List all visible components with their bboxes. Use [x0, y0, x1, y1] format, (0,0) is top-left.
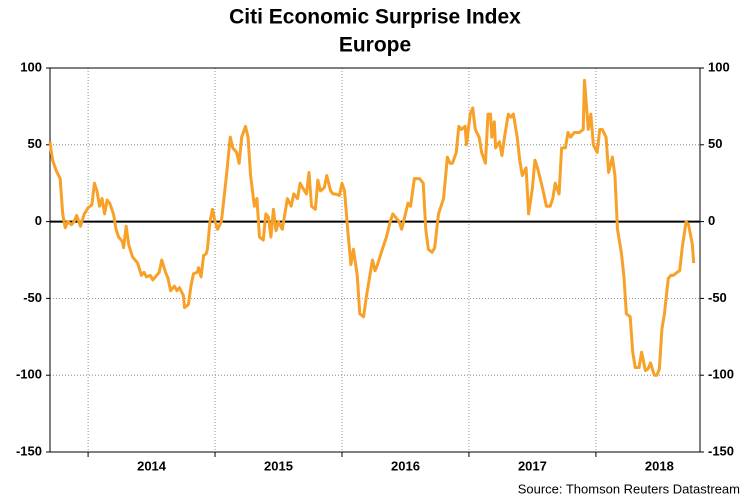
- y-tick-label: 50: [28, 136, 42, 151]
- x-tick-label: 2014: [137, 458, 167, 473]
- x-tick-label: 2015: [264, 458, 293, 473]
- source-note: Source: Thomson Reuters Datastream: [518, 481, 740, 496]
- data-line: [48, 78, 696, 377]
- y-tick-label: -100: [16, 367, 42, 382]
- x-tick-label: 2017: [518, 458, 547, 473]
- y2-tick-label: 0: [708, 213, 715, 228]
- x-tick-label: 2016: [391, 458, 420, 473]
- y2-tick-label: 50: [708, 136, 722, 151]
- plot-frame: [49, 67, 701, 453]
- y2-tick-label: -150: [708, 443, 734, 458]
- y-tick-label: -150: [16, 443, 42, 458]
- y2-tick-label: -50: [708, 290, 727, 305]
- y2-tick-label: 100: [708, 59, 730, 74]
- y2-tick-label: -100: [708, 367, 734, 382]
- y-tick-label: -50: [23, 290, 42, 305]
- chart-title: Citi Economic Surprise Index: [229, 6, 521, 29]
- x-tick-label: 2018: [645, 458, 674, 473]
- chart-subtitle: Europe: [339, 34, 411, 57]
- y-tick-label: 100: [20, 59, 42, 74]
- y-tick-label: 0: [35, 213, 42, 228]
